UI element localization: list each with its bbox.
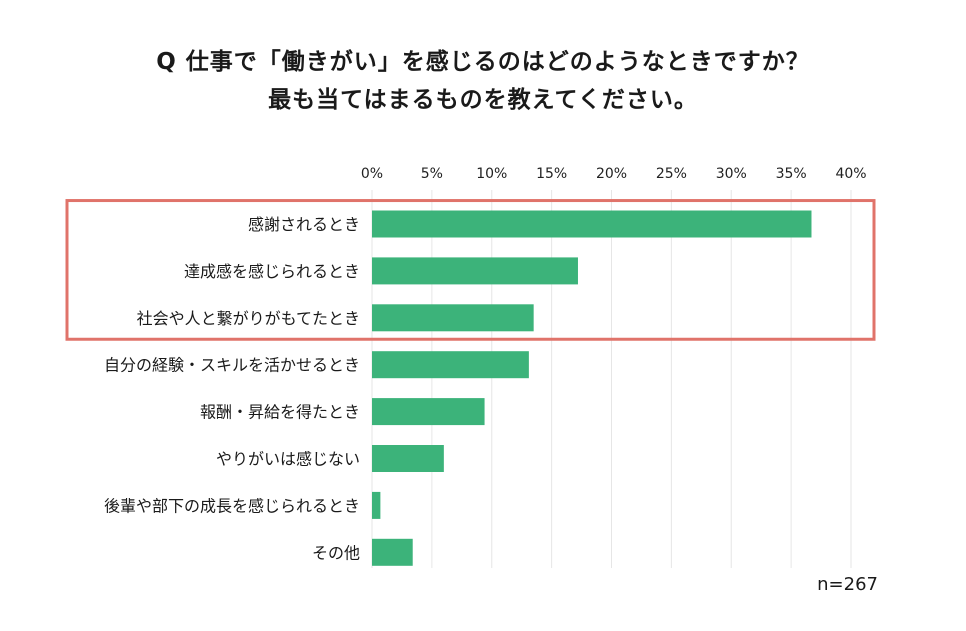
chart-title-line1: Q 仕事で「働きがい」を感じるのはどのようなときですか？ xyxy=(156,49,810,75)
x-tick-label: 35% xyxy=(776,166,807,182)
sample-size-note: n=267 xyxy=(817,574,878,595)
category-label: 感謝されるとき xyxy=(248,215,360,234)
bar xyxy=(372,491,381,519)
category-label: やりがいは感じない xyxy=(216,450,360,469)
x-tick-label: 20% xyxy=(596,166,627,182)
x-tick-label: 10% xyxy=(476,166,507,182)
bar xyxy=(372,398,485,426)
x-tick-label: 40% xyxy=(835,166,866,182)
x-tick-label: 30% xyxy=(716,166,747,182)
bar xyxy=(372,304,534,332)
highlight-box xyxy=(65,199,876,341)
x-tick-label: 5% xyxy=(421,166,443,182)
x-tick-label: 0% xyxy=(361,166,383,182)
category-label: 自分の経験・スキルを活かせるとき xyxy=(104,356,360,375)
category-label: 社会や人と繋がりがもてたとき xyxy=(137,309,360,328)
x-tick-label: 15% xyxy=(536,166,567,182)
bar xyxy=(372,538,413,566)
category-label: その他 xyxy=(312,543,360,562)
bar xyxy=(372,445,444,472)
x-tick-label: 25% xyxy=(656,166,687,182)
bar xyxy=(372,257,578,285)
category-label: 後輩や部下の成長を感じられるとき xyxy=(104,496,360,515)
category-label: 達成感を感じられるとき xyxy=(184,262,360,281)
bar xyxy=(372,210,812,238)
chart-title-line2: 最も当てはまるものを教えてください。 xyxy=(268,87,698,113)
bar xyxy=(372,351,529,379)
category-label: 報酬・昇給を得たとき xyxy=(200,403,360,422)
